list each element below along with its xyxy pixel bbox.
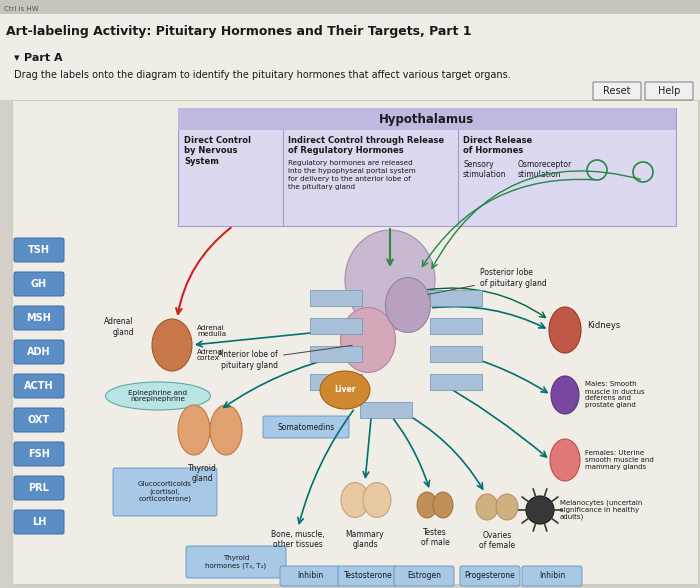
FancyBboxPatch shape (310, 374, 362, 390)
Text: Epinephrine and
norepinephrine: Epinephrine and norepinephrine (128, 389, 188, 403)
Text: Direct Control
by Nervous
System: Direct Control by Nervous System (184, 136, 251, 166)
FancyBboxPatch shape (645, 82, 693, 100)
Ellipse shape (433, 492, 453, 518)
Ellipse shape (106, 382, 211, 410)
Text: MSH: MSH (27, 313, 51, 323)
FancyBboxPatch shape (14, 238, 64, 262)
Text: Adrenal
gland: Adrenal gland (104, 318, 134, 337)
Ellipse shape (210, 405, 242, 455)
FancyBboxPatch shape (430, 374, 482, 390)
FancyBboxPatch shape (14, 408, 64, 432)
Text: PRL: PRL (29, 483, 50, 493)
Ellipse shape (496, 494, 518, 520)
Ellipse shape (152, 319, 192, 371)
Text: FSH: FSH (28, 449, 50, 459)
FancyBboxPatch shape (280, 566, 340, 586)
FancyBboxPatch shape (186, 546, 286, 578)
Ellipse shape (386, 278, 430, 332)
FancyBboxPatch shape (14, 442, 64, 466)
Text: Posterior lobe
of pituitary gland: Posterior lobe of pituitary gland (428, 268, 547, 295)
FancyBboxPatch shape (0, 0, 700, 14)
Text: Direct Release
of Hormones: Direct Release of Hormones (463, 136, 532, 155)
FancyBboxPatch shape (113, 468, 217, 516)
FancyBboxPatch shape (178, 108, 676, 130)
Text: Thyroid
gland: Thyroid gland (188, 464, 216, 483)
Text: Adrenal
cortex: Adrenal cortex (197, 349, 225, 362)
FancyBboxPatch shape (338, 566, 398, 586)
Text: Reset: Reset (603, 86, 631, 96)
FancyBboxPatch shape (310, 346, 362, 362)
Text: Estrogen: Estrogen (407, 572, 441, 580)
Ellipse shape (549, 307, 581, 353)
FancyBboxPatch shape (178, 108, 676, 226)
Text: Drag the labels onto the diagram to identify the pituitary hormones that affect : Drag the labels onto the diagram to iden… (14, 70, 511, 80)
Text: Ovaries
of female: Ovaries of female (479, 531, 515, 550)
Text: Anterior lobe of
pituitary gland: Anterior lobe of pituitary gland (218, 345, 352, 370)
Ellipse shape (345, 230, 435, 330)
Text: Kidneys: Kidneys (587, 320, 620, 329)
FancyBboxPatch shape (360, 402, 412, 418)
Text: Indirect Control through Release
of Regulatory Hormones: Indirect Control through Release of Regu… (288, 136, 444, 155)
Ellipse shape (340, 308, 395, 373)
Text: Art-labeling Activity: Pituitary Hormones and Their Targets, Part 1: Art-labeling Activity: Pituitary Hormone… (6, 25, 472, 38)
Text: Glucocorticoids
(cortisol,
corticosterone): Glucocorticoids (cortisol, corticosteron… (138, 482, 192, 503)
Ellipse shape (320, 371, 370, 409)
Text: Sensory
stimulation: Sensory stimulation (463, 160, 507, 179)
FancyBboxPatch shape (0, 0, 700, 100)
Text: Progesterone: Progesterone (465, 572, 515, 580)
Text: Bone, muscle,
other tissues: Bone, muscle, other tissues (271, 530, 325, 549)
Text: Males: Smooth
muscle in ductus
deferens and
prostate gland: Males: Smooth muscle in ductus deferens … (585, 382, 645, 409)
FancyBboxPatch shape (14, 374, 64, 398)
FancyBboxPatch shape (460, 566, 520, 586)
FancyBboxPatch shape (14, 340, 64, 364)
FancyBboxPatch shape (14, 306, 64, 330)
Text: TSH: TSH (28, 245, 50, 255)
FancyBboxPatch shape (14, 510, 64, 534)
FancyBboxPatch shape (310, 318, 362, 334)
Text: OXT: OXT (28, 415, 50, 425)
FancyBboxPatch shape (310, 290, 362, 306)
Text: ▾: ▾ (14, 53, 20, 63)
Text: Thyroid
hormones (T₃, T₄): Thyroid hormones (T₃, T₄) (205, 555, 267, 569)
Text: Females: Uterine
smooth muscle and
mammary glands: Females: Uterine smooth muscle and mamma… (585, 450, 654, 470)
Text: Osmoreceptor
stimulation: Osmoreceptor stimulation (518, 160, 573, 179)
Text: Part A: Part A (24, 53, 62, 63)
Ellipse shape (363, 483, 391, 517)
Ellipse shape (551, 376, 579, 414)
Text: Adrenal
medulla: Adrenal medulla (197, 325, 226, 338)
FancyBboxPatch shape (14, 476, 64, 500)
Text: Testes
of male: Testes of male (421, 528, 449, 547)
Ellipse shape (341, 483, 369, 517)
Text: Regulatory hormones are released
into the hypophyseal portal system
for delivery: Regulatory hormones are released into th… (288, 160, 416, 190)
Text: LH: LH (32, 517, 46, 527)
FancyBboxPatch shape (430, 346, 482, 362)
Text: Somatomedins: Somatomedins (277, 423, 335, 432)
Text: ACTH: ACTH (25, 381, 54, 391)
Text: Testosterone: Testosterone (344, 572, 393, 580)
FancyBboxPatch shape (12, 100, 698, 584)
Text: GH: GH (31, 279, 47, 289)
Text: Ctrl is HW: Ctrl is HW (4, 6, 39, 12)
Ellipse shape (526, 496, 554, 524)
FancyBboxPatch shape (14, 272, 64, 296)
FancyBboxPatch shape (430, 290, 482, 306)
Text: ADH: ADH (27, 347, 51, 357)
FancyBboxPatch shape (593, 82, 641, 100)
Ellipse shape (550, 439, 580, 481)
Text: Liver: Liver (335, 386, 356, 395)
Text: Hypothalamus: Hypothalamus (379, 112, 475, 125)
FancyBboxPatch shape (522, 566, 582, 586)
Text: Inhibin: Inhibin (539, 572, 565, 580)
FancyBboxPatch shape (430, 318, 482, 334)
Text: Melanocytes (uncertain
significance in healthy
adults): Melanocytes (uncertain significance in h… (560, 499, 643, 520)
Ellipse shape (178, 405, 210, 455)
Text: Inhibin: Inhibin (297, 572, 323, 580)
Text: Help: Help (658, 86, 680, 96)
FancyBboxPatch shape (263, 416, 349, 438)
Ellipse shape (417, 492, 437, 518)
Text: Mammary
glands: Mammary glands (346, 530, 384, 549)
FancyBboxPatch shape (394, 566, 454, 586)
Ellipse shape (476, 494, 498, 520)
